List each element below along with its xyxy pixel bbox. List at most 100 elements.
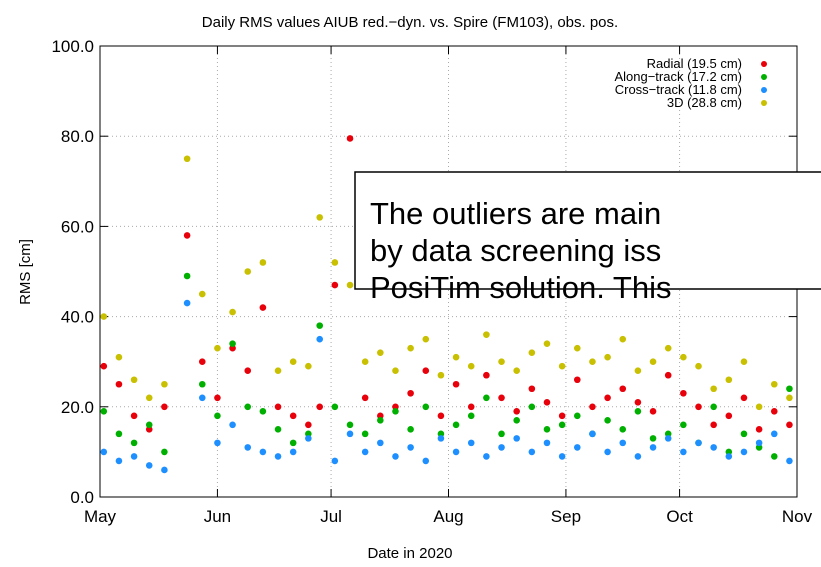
point	[634, 408, 642, 415]
point	[558, 453, 566, 460]
point	[422, 457, 430, 465]
point	[289, 439, 297, 447]
legend-label: Radial (19.5 cm)	[647, 56, 742, 71]
point	[604, 448, 611, 456]
annotation-text: The outliers are main	[370, 196, 661, 231]
point	[649, 444, 657, 451]
point	[407, 426, 414, 433]
point	[740, 448, 748, 456]
point	[467, 362, 475, 370]
point	[543, 398, 551, 406]
point	[513, 435, 520, 442]
point	[725, 376, 733, 384]
point	[161, 466, 168, 474]
legend-label: Cross−track (11.8 cm)	[615, 82, 742, 97]
point	[619, 335, 627, 343]
point	[392, 408, 399, 415]
point	[100, 408, 108, 415]
point	[649, 408, 657, 415]
point	[634, 367, 642, 375]
point	[498, 430, 505, 438]
point	[244, 403, 252, 411]
point	[130, 412, 138, 420]
point	[573, 344, 581, 352]
point	[161, 403, 168, 411]
y-tick-label: 60.0	[61, 217, 94, 236]
point	[437, 412, 445, 420]
y-axis-label: RMS [cm]	[17, 239, 34, 305]
point	[183, 155, 191, 163]
point	[392, 453, 399, 460]
point	[183, 232, 191, 239]
point	[543, 439, 551, 447]
point	[467, 412, 475, 420]
point	[244, 444, 252, 451]
point	[100, 362, 108, 370]
point	[786, 457, 793, 465]
y-tick-label: 100.0	[51, 37, 94, 56]
point	[710, 421, 717, 429]
point	[145, 421, 153, 429]
annotation-text: PosiTim solution. This	[370, 270, 672, 305]
point	[198, 394, 206, 402]
point	[115, 457, 123, 465]
point	[377, 412, 384, 420]
point	[725, 448, 733, 456]
point	[664, 435, 672, 442]
point	[695, 362, 702, 370]
point	[274, 453, 282, 460]
point	[725, 453, 733, 460]
point	[161, 448, 168, 456]
point	[558, 362, 566, 370]
point	[664, 344, 672, 352]
point	[573, 444, 581, 451]
legend-label: 3D (28.8 cm)	[667, 95, 742, 110]
point	[214, 412, 221, 420]
point	[214, 394, 221, 402]
point	[392, 403, 399, 411]
annotation-box	[354, 171, 821, 290]
point	[305, 362, 312, 370]
point	[377, 349, 384, 356]
point	[305, 430, 312, 438]
point	[259, 259, 267, 266]
point	[664, 430, 672, 438]
legend-marker	[761, 87, 767, 93]
point	[316, 322, 324, 329]
x-tick-label: Nov	[782, 507, 813, 526]
point	[513, 367, 520, 375]
legend-marker	[761, 74, 767, 80]
point	[198, 358, 206, 366]
point	[130, 376, 138, 384]
point	[467, 439, 475, 447]
point	[229, 340, 236, 347]
point	[274, 403, 282, 411]
point	[589, 358, 596, 366]
point	[483, 331, 490, 338]
point	[452, 448, 460, 456]
point	[604, 417, 611, 424]
point	[244, 268, 252, 275]
point	[392, 367, 399, 375]
point	[755, 439, 763, 447]
point	[634, 398, 642, 406]
point	[229, 308, 236, 316]
point	[770, 430, 778, 438]
point	[183, 299, 191, 307]
point	[130, 439, 138, 447]
point	[483, 371, 490, 379]
x-axis-label: Date in 2020	[367, 545, 452, 562]
point	[130, 453, 138, 460]
point	[145, 394, 153, 402]
point	[589, 403, 596, 411]
point	[346, 135, 354, 142]
point	[710, 444, 717, 451]
point	[498, 394, 505, 402]
x-tick-label: Jul	[320, 507, 342, 526]
point	[755, 444, 763, 451]
point	[770, 408, 778, 415]
point	[573, 376, 581, 384]
point	[558, 412, 566, 420]
point	[680, 448, 687, 456]
point	[422, 367, 430, 375]
